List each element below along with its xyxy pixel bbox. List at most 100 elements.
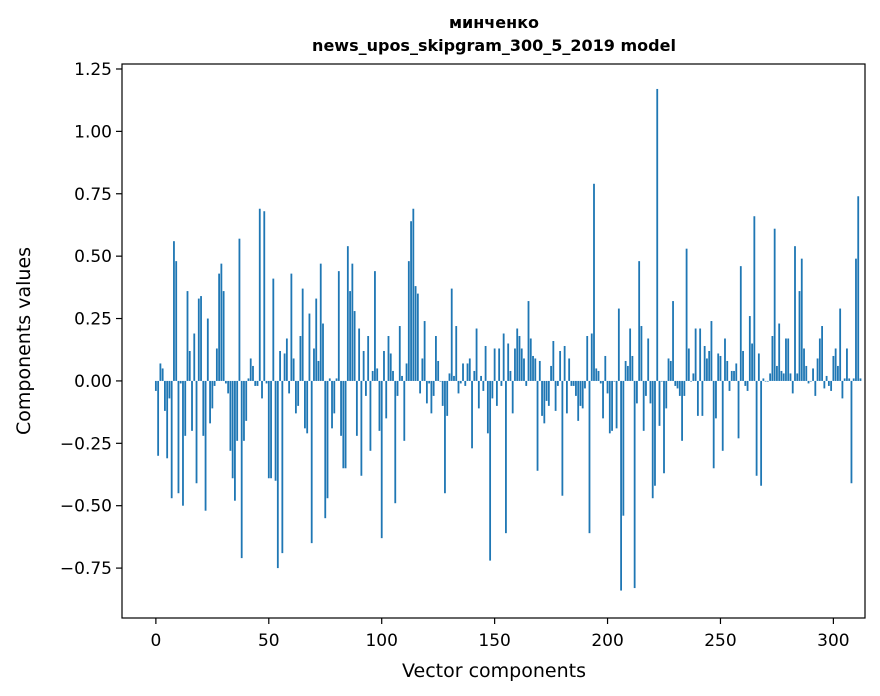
bar bbox=[590, 333, 593, 381]
bar bbox=[423, 321, 426, 381]
bar bbox=[197, 298, 200, 381]
bar bbox=[288, 380, 291, 394]
bar bbox=[656, 88, 659, 381]
x-tick-label: 200 bbox=[591, 631, 623, 651]
bar bbox=[742, 350, 744, 381]
bar bbox=[209, 380, 211, 424]
bar bbox=[466, 363, 469, 381]
bar bbox=[848, 378, 851, 381]
bar bbox=[816, 358, 819, 381]
y-tick-label: 0.50 bbox=[74, 247, 112, 267]
bar bbox=[204, 380, 207, 511]
bar bbox=[310, 380, 313, 544]
bar bbox=[200, 296, 202, 381]
bar bbox=[319, 263, 322, 381]
bar bbox=[446, 380, 449, 416]
bar bbox=[529, 338, 532, 381]
bar bbox=[193, 333, 196, 381]
bar bbox=[468, 358, 471, 381]
bar bbox=[780, 370, 783, 381]
bar bbox=[717, 353, 720, 381]
bar bbox=[227, 380, 230, 394]
bar bbox=[365, 380, 367, 396]
bar bbox=[374, 271, 376, 381]
bar bbox=[401, 375, 403, 381]
bar bbox=[538, 360, 541, 381]
bar bbox=[184, 380, 187, 436]
bar bbox=[629, 328, 632, 381]
bar bbox=[796, 373, 799, 381]
bar bbox=[764, 380, 767, 382]
bar bbox=[708, 350, 711, 381]
y-tick-label: 1.25 bbox=[74, 60, 112, 80]
bar bbox=[457, 380, 460, 394]
bar bbox=[407, 261, 410, 381]
bar bbox=[518, 336, 521, 381]
bar bbox=[351, 263, 354, 381]
bar bbox=[789, 373, 792, 381]
bar bbox=[595, 368, 598, 381]
bar bbox=[636, 380, 638, 404]
bar bbox=[565, 380, 568, 414]
bar bbox=[841, 380, 844, 399]
bar bbox=[270, 380, 272, 479]
y-tick-label: 1.00 bbox=[74, 122, 112, 142]
bar bbox=[369, 380, 372, 451]
bar bbox=[647, 338, 650, 381]
bar bbox=[710, 321, 713, 381]
bar bbox=[290, 273, 293, 381]
bar bbox=[771, 336, 774, 381]
bar bbox=[206, 318, 209, 381]
bar bbox=[215, 348, 218, 381]
bar bbox=[514, 348, 516, 381]
bar bbox=[308, 313, 311, 381]
bar bbox=[748, 316, 751, 381]
bar bbox=[654, 380, 656, 486]
bar bbox=[326, 380, 329, 499]
bar bbox=[794, 246, 796, 381]
bar bbox=[658, 380, 661, 426]
bar bbox=[642, 380, 645, 431]
bar bbox=[588, 380, 591, 534]
bar bbox=[554, 380, 557, 411]
y-tick-label: −0.25 bbox=[60, 434, 112, 454]
bar bbox=[532, 355, 534, 381]
bar bbox=[245, 380, 248, 421]
y-tick-label: −0.50 bbox=[60, 497, 112, 517]
bar bbox=[261, 380, 263, 399]
bar bbox=[746, 380, 749, 391]
bar bbox=[556, 380, 559, 386]
bar bbox=[674, 380, 677, 386]
bar bbox=[414, 286, 417, 381]
bar bbox=[730, 370, 733, 381]
bar bbox=[645, 380, 647, 396]
bar bbox=[692, 373, 695, 381]
bar bbox=[498, 348, 501, 381]
x-axis-ticks: 0 50 100 150 200 250 300 bbox=[150, 618, 850, 651]
bar bbox=[545, 380, 548, 401]
bar bbox=[622, 380, 625, 516]
bar bbox=[832, 355, 835, 381]
bar bbox=[511, 380, 514, 414]
bar bbox=[685, 248, 688, 381]
bar bbox=[475, 328, 478, 381]
bar bbox=[346, 246, 349, 381]
bar bbox=[769, 373, 772, 381]
bar bbox=[579, 380, 582, 406]
bar bbox=[572, 380, 575, 386]
bar bbox=[651, 380, 654, 499]
bar bbox=[389, 353, 392, 381]
bar bbox=[161, 368, 164, 381]
bar bbox=[649, 380, 652, 404]
bar bbox=[317, 360, 320, 381]
bar bbox=[294, 380, 297, 414]
bar bbox=[301, 288, 304, 381]
y-tick-label: 0.25 bbox=[74, 310, 112, 330]
bar bbox=[394, 380, 397, 504]
bar bbox=[665, 380, 668, 409]
bar bbox=[324, 380, 327, 519]
bar bbox=[509, 370, 512, 381]
bar bbox=[791, 380, 794, 394]
bar bbox=[604, 355, 607, 381]
y-tick-label: 0.00 bbox=[74, 372, 112, 392]
